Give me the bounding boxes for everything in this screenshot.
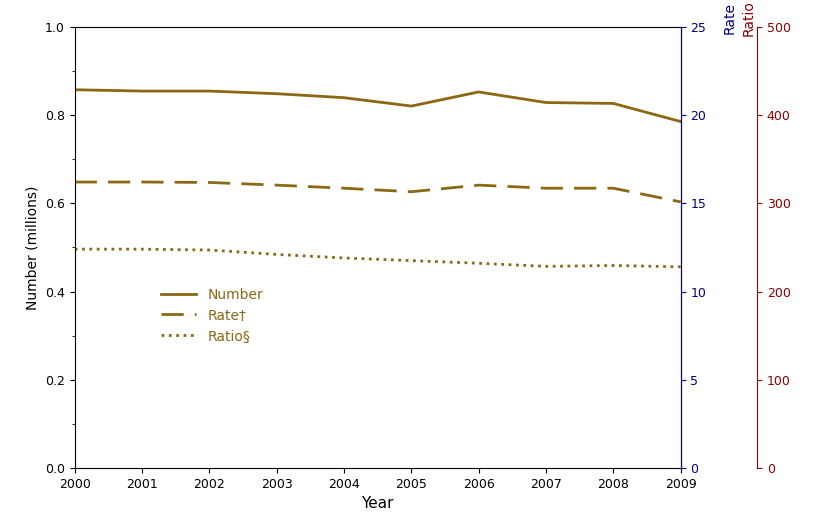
Number (608, 100, 618, 106)
Rate† (204, 179, 214, 186)
Number (474, 89, 484, 95)
Rate† (474, 182, 484, 188)
Ratio§ (676, 264, 686, 270)
Number (407, 103, 417, 109)
Number (204, 88, 214, 94)
Ratio§ (608, 262, 618, 269)
Number (70, 87, 80, 93)
Ratio§ (271, 251, 281, 257)
Ratio§ (474, 260, 484, 267)
Number (339, 95, 349, 101)
Rate† (271, 182, 281, 188)
Number (137, 88, 147, 94)
Number (541, 99, 551, 106)
Ratio§ (339, 255, 349, 261)
Ratio§ (204, 247, 214, 253)
Rate† (608, 185, 618, 192)
Ratio§ (70, 246, 80, 252)
Y-axis label: Number (millions): Number (millions) (26, 185, 39, 310)
Legend: Number, Rate†, Ratio§: Number, Rate†, Ratio§ (154, 281, 270, 351)
Line: Rate†: Rate† (75, 182, 681, 202)
Rate† (137, 179, 147, 185)
Ratio§ (137, 246, 147, 252)
Number (271, 90, 281, 97)
Line: Number: Number (75, 90, 681, 121)
X-axis label: Year: Year (361, 496, 394, 511)
Rate† (407, 188, 417, 195)
Rate† (676, 199, 686, 205)
Rate† (541, 185, 551, 192)
Rate† (70, 179, 80, 185)
Ratio§ (407, 257, 417, 264)
Ratio§ (541, 263, 551, 270)
Number (676, 118, 686, 124)
Line: Ratio§: Ratio§ (75, 249, 681, 267)
Y-axis label: Rate: Rate (723, 2, 737, 34)
Y-axis label: Ratio: Ratio (741, 0, 755, 36)
Rate† (339, 185, 349, 192)
